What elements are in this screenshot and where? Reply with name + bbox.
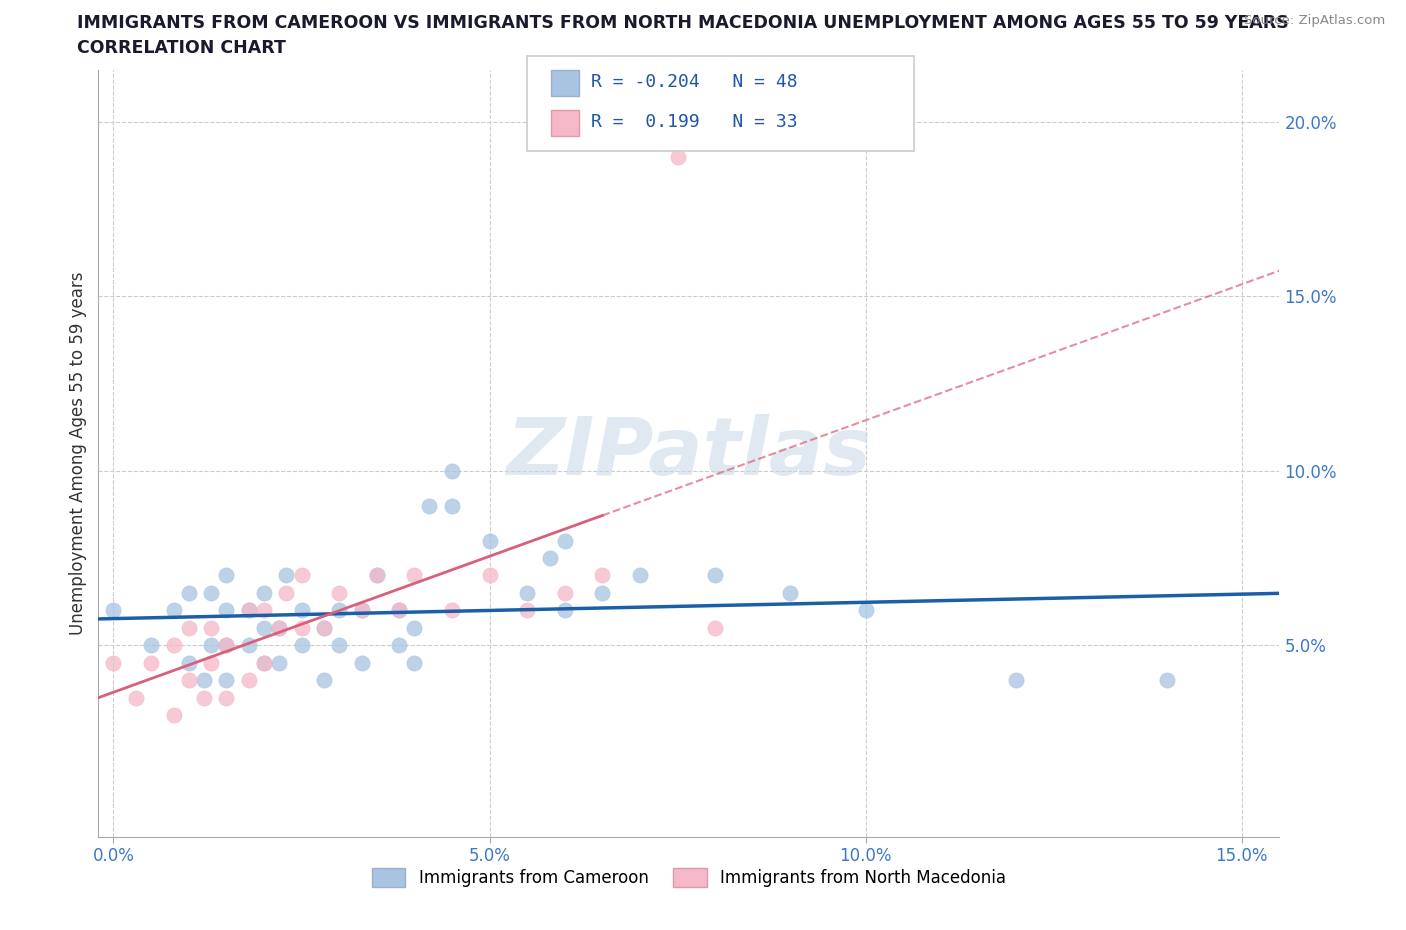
Point xyxy=(253,603,276,618)
Point xyxy=(200,586,222,601)
Point xyxy=(267,620,290,635)
Text: R = -0.204   N = 48: R = -0.204 N = 48 xyxy=(591,73,797,91)
Point xyxy=(253,656,276,671)
Point xyxy=(215,568,238,583)
Point xyxy=(238,603,260,618)
Point xyxy=(139,656,162,671)
Point xyxy=(177,620,200,635)
Point xyxy=(163,603,186,618)
Point xyxy=(328,603,350,618)
Point xyxy=(276,568,298,583)
Point xyxy=(478,533,501,548)
Text: CORRELATION CHART: CORRELATION CHART xyxy=(77,39,287,57)
Point xyxy=(404,568,426,583)
Point xyxy=(516,603,538,618)
Point xyxy=(516,586,538,601)
Point xyxy=(350,656,373,671)
Point xyxy=(290,620,312,635)
Point xyxy=(238,603,260,618)
Point xyxy=(215,672,238,687)
Point xyxy=(404,656,426,671)
Point xyxy=(855,603,877,618)
Point xyxy=(215,690,238,705)
Point xyxy=(591,586,613,601)
Point xyxy=(238,672,260,687)
Point xyxy=(290,603,312,618)
Point xyxy=(200,638,222,653)
Point xyxy=(440,463,463,478)
Point xyxy=(177,672,200,687)
Y-axis label: Unemployment Among Ages 55 to 59 years: Unemployment Among Ages 55 to 59 years xyxy=(69,272,87,635)
Point xyxy=(125,690,148,705)
Point xyxy=(177,656,200,671)
Point xyxy=(404,620,426,635)
Point xyxy=(554,586,576,601)
Point xyxy=(193,672,215,687)
Point xyxy=(418,498,440,513)
Point xyxy=(267,656,290,671)
Point xyxy=(478,568,501,583)
Point xyxy=(215,638,238,653)
Point xyxy=(388,638,411,653)
Point xyxy=(1156,672,1178,687)
Point xyxy=(290,568,312,583)
Point xyxy=(215,638,238,653)
Point xyxy=(366,568,388,583)
Point xyxy=(103,603,125,618)
Point xyxy=(267,620,290,635)
Point xyxy=(200,656,222,671)
Point xyxy=(314,620,336,635)
Point xyxy=(591,568,613,583)
Point xyxy=(328,638,350,653)
Point xyxy=(290,638,312,653)
Point xyxy=(350,603,373,618)
Point xyxy=(538,551,561,565)
Point xyxy=(253,656,276,671)
Point xyxy=(314,620,336,635)
Point xyxy=(253,586,276,601)
Point xyxy=(350,603,373,618)
Point xyxy=(314,672,336,687)
Point xyxy=(554,603,576,618)
Point xyxy=(779,586,801,601)
Point xyxy=(238,638,260,653)
Point xyxy=(388,603,411,618)
Text: Source: ZipAtlas.com: Source: ZipAtlas.com xyxy=(1244,14,1385,27)
Point xyxy=(103,656,125,671)
Point xyxy=(200,620,222,635)
Point xyxy=(193,690,215,705)
Point xyxy=(704,568,727,583)
Point xyxy=(215,603,238,618)
Point xyxy=(163,708,186,723)
Point xyxy=(253,620,276,635)
Point xyxy=(440,603,463,618)
Point xyxy=(139,638,162,653)
Point xyxy=(177,586,200,601)
Text: IMMIGRANTS FROM CAMEROON VS IMMIGRANTS FROM NORTH MACEDONIA UNEMPLOYMENT AMONG A: IMMIGRANTS FROM CAMEROON VS IMMIGRANTS F… xyxy=(77,14,1289,32)
Point xyxy=(388,603,411,618)
Point xyxy=(163,638,186,653)
Point xyxy=(276,586,298,601)
Point xyxy=(554,533,576,548)
Text: R =  0.199   N = 33: R = 0.199 N = 33 xyxy=(591,113,797,131)
Point xyxy=(1005,672,1028,687)
Point xyxy=(704,620,727,635)
Point xyxy=(328,586,350,601)
Point xyxy=(628,568,651,583)
Text: ZIPatlas: ZIPatlas xyxy=(506,415,872,492)
Point xyxy=(366,568,388,583)
Point xyxy=(440,498,463,513)
Point xyxy=(666,150,689,165)
Legend: Immigrants from Cameroon, Immigrants from North Macedonia: Immigrants from Cameroon, Immigrants fro… xyxy=(366,861,1012,894)
